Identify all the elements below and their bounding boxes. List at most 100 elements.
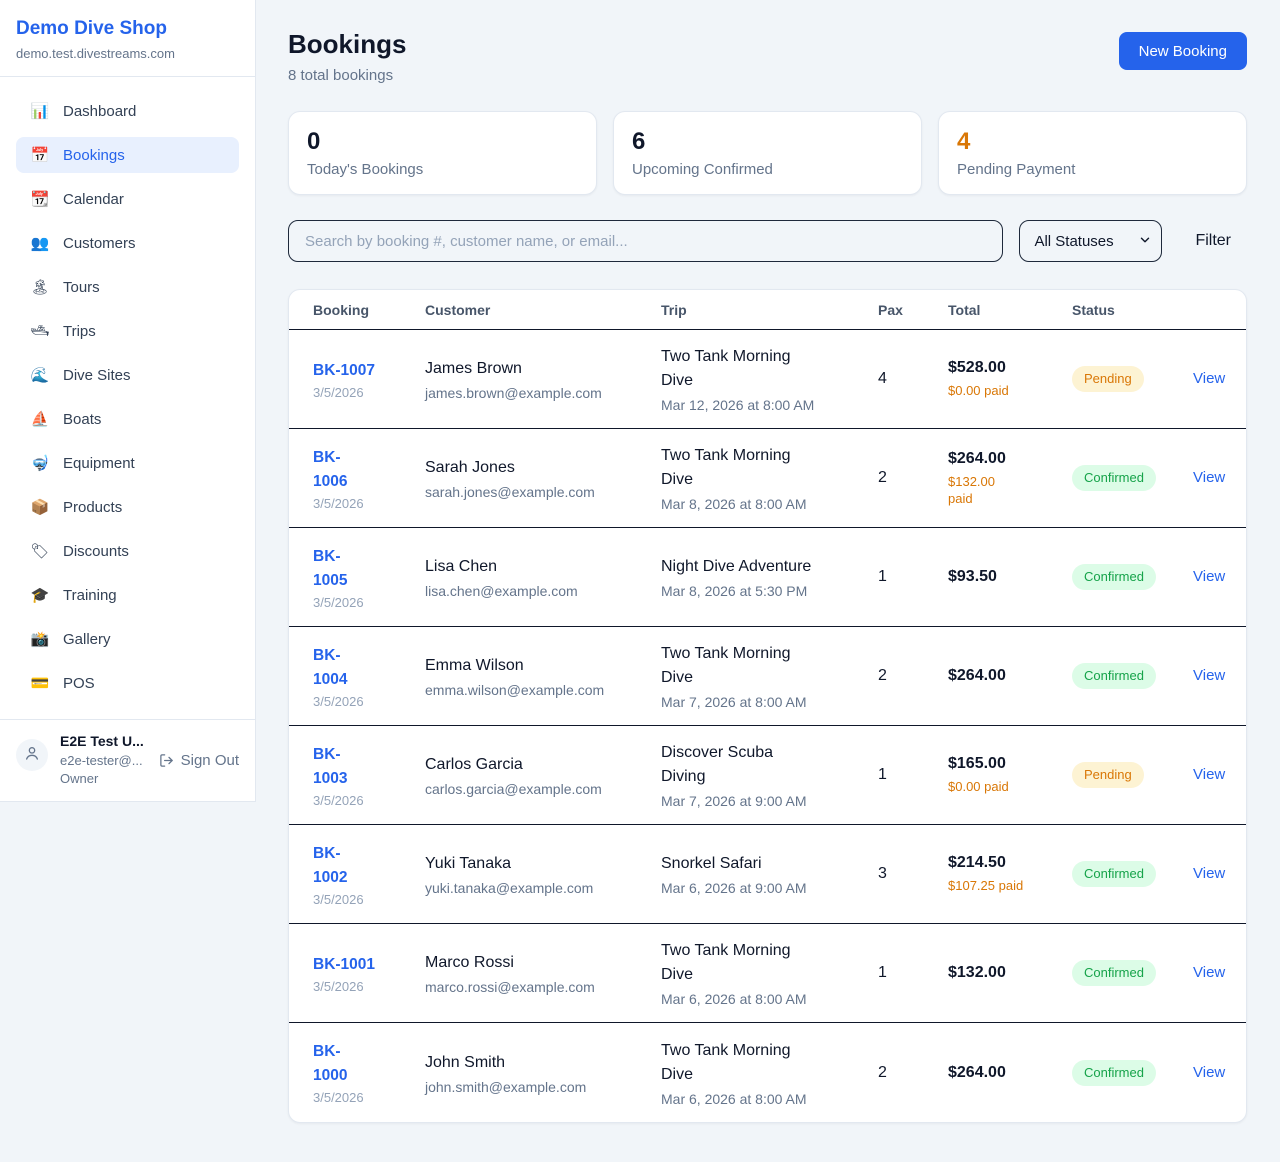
gallery-icon: 📸: [30, 631, 50, 648]
customer-email: james.brown@example.com: [425, 385, 602, 401]
equipment-icon: 🤿: [30, 455, 50, 472]
sidebar-item-boats[interactable]: ⛵ Boats: [30, 410, 102, 429]
sidebar-item-trips[interactable]: 🛥 Trips: [30, 322, 96, 341]
status-badge: Confirmed: [1072, 465, 1156, 491]
sign-out-button[interactable]: Sign Out: [159, 752, 239, 769]
sidebar-item-pos[interactable]: 💳 POS: [30, 674, 95, 693]
table-row: BK- 1004 3/5/2026 Emma Wilson emma.wilso…: [289, 627, 1246, 726]
customer-email: marco.rossi@example.com: [425, 979, 595, 995]
total-amount: $165.00: [948, 755, 1006, 772]
pax-count: 2: [878, 1063, 887, 1081]
customer-name: John Smith: [425, 1053, 506, 1071]
view-link[interactable]: View: [1193, 568, 1226, 585]
total-amount: $132.00: [948, 964, 1006, 981]
pax-count: 3: [878, 865, 887, 882]
customer-name: James Brown: [425, 360, 522, 377]
sidebar-item-customers[interactable]: 👥 Customers: [30, 234, 136, 253]
customers-icon: 👥: [30, 235, 50, 252]
booking-number-link[interactable]: BK-1001: [313, 955, 376, 973]
status-badge: Confirmed: [1072, 1059, 1156, 1086]
view-link[interactable]: View: [1193, 865, 1226, 882]
pax-count: 1: [878, 766, 887, 783]
page-title: Bookings: [288, 29, 407, 59]
paid-amount: $132.00 paid: [948, 473, 995, 506]
dive-sites-icon: 🌊: [30, 367, 50, 384]
view-link[interactable]: View: [1193, 370, 1226, 387]
status-filter-select[interactable]: All Statuses: [1019, 220, 1163, 262]
sign-out-label: Sign Out: [180, 752, 239, 769]
user-info: E2E Test U... e2e-tester@... Owner: [60, 733, 144, 786]
trip-name: Two Tank Morning Dive: [661, 1041, 791, 1083]
booking-number-link[interactable]: BK-1007: [313, 361, 376, 379]
column-header-trip: Trip: [661, 301, 687, 318]
sidebar-item-dive-sites[interactable]: 🌊 Dive Sites: [30, 366, 131, 385]
customer-email: emma.wilson@example.com: [425, 682, 605, 698]
pax-count: 1: [878, 568, 887, 585]
sidebar-item-gallery[interactable]: 📸 Gallery: [30, 630, 111, 649]
sidebar-item-training[interactable]: 🎓 Training: [30, 586, 117, 605]
status-badge: Confirmed: [1072, 564, 1156, 590]
booking-date: 3/5/2026: [313, 693, 364, 709]
shop-domain: demo.test.divestreams.com: [16, 46, 175, 61]
new-booking-button[interactable]: New Booking: [1118, 32, 1247, 70]
pos-icon: 💳: [30, 675, 50, 692]
tours-icon: 🏝: [30, 279, 50, 296]
view-link[interactable]: View: [1193, 469, 1226, 486]
trip-name: Two Tank Morning Dive: [661, 348, 791, 389]
filter-button[interactable]: Filter: [1162, 232, 1247, 250]
user-email: e2e-tester@...: [60, 753, 143, 768]
booking-date: 3/5/2026: [313, 792, 364, 808]
total-amount: $93.50: [948, 568, 997, 585]
view-link[interactable]: View: [1193, 964, 1226, 981]
stat-value: 6: [632, 128, 646, 155]
trip-name: Snorkel Safari: [661, 855, 762, 872]
column-header-pax: Pax: [878, 301, 903, 318]
shop-brand: Demo Dive Shop demo.test.divestreams.com: [0, 0, 255, 77]
view-link[interactable]: View: [1193, 766, 1226, 783]
booking-number-link[interactable]: BK- 1000: [313, 1043, 348, 1084]
customer-email: lisa.chen@example.com: [425, 583, 578, 599]
stat-label: Today's Bookings: [307, 161, 424, 178]
user-role: Owner: [60, 771, 99, 786]
sidebar-item-bookings[interactable]: 📅 Bookings: [16, 137, 239, 173]
sidebar-item-calendar[interactable]: 📆 Calendar: [30, 190, 124, 209]
booking-number-link[interactable]: BK- 1004: [313, 646, 348, 688]
customer-email: carlos.garcia@example.com: [425, 781, 602, 797]
view-link[interactable]: View: [1193, 1063, 1226, 1081]
pax-count: 2: [878, 667, 887, 684]
booking-number-link[interactable]: BK- 1006: [313, 448, 348, 490]
booking-date: 3/5/2026: [313, 594, 364, 610]
customer-name: Lisa Chen: [425, 558, 498, 575]
avatar: [16, 739, 48, 771]
pax-count: 4: [878, 370, 887, 387]
customer-name: Yuki Tanaka: [425, 855, 511, 872]
search-input[interactable]: [288, 220, 1004, 262]
sidebar-item-tours[interactable]: 🏝 Tours: [30, 278, 100, 297]
page-title-block: Bookings 8 total bookings: [288, 29, 406, 84]
person-icon: [24, 745, 40, 766]
customer-name: Sarah Jones: [425, 459, 515, 476]
trip-name: Two Tank Morning Dive: [661, 645, 791, 686]
sidebar-item-products[interactable]: 📦 Products: [30, 498, 123, 517]
table-row: BK- 1002 3/5/2026 Yuki Tanaka yuki.tanak…: [289, 825, 1246, 924]
shop-name: Demo Dive Shop: [16, 18, 167, 39]
customer-name: Carlos Garcia: [425, 756, 523, 773]
paid-amount: $107.25 paid: [948, 878, 1024, 893]
sidebar-item-dashboard[interactable]: 📊 Dashboard: [30, 102, 137, 121]
trip-datetime: Mar 7, 2026 at 9:00 AM: [661, 793, 807, 809]
stat-label: Upcoming Confirmed: [632, 161, 773, 178]
booking-number-link[interactable]: BK- 1002: [313, 844, 348, 886]
status-badge: Pending: [1072, 762, 1144, 788]
view-link[interactable]: View: [1193, 667, 1226, 684]
sidebar-item-equipment[interactable]: 🤿 Equipment: [30, 454, 135, 473]
booking-number-link[interactable]: BK- 1005: [313, 547, 348, 589]
main-content: Bookings 8 total bookings New Booking 0 …: [256, 0, 1280, 1123]
total-amount: $264.00: [948, 449, 1006, 467]
stat-value: 0: [307, 128, 321, 155]
booking-date: 3/5/2026: [313, 891, 364, 907]
trip-datetime: Mar 6, 2026 at 8:00 AM: [661, 991, 807, 1007]
customer-name: Marco Rossi: [425, 954, 514, 971]
status-badge: Pending: [1072, 366, 1144, 392]
booking-number-link[interactable]: BK- 1003: [313, 745, 348, 787]
sidebar-item-discounts[interactable]: 🏷 Discounts: [30, 542, 129, 561]
